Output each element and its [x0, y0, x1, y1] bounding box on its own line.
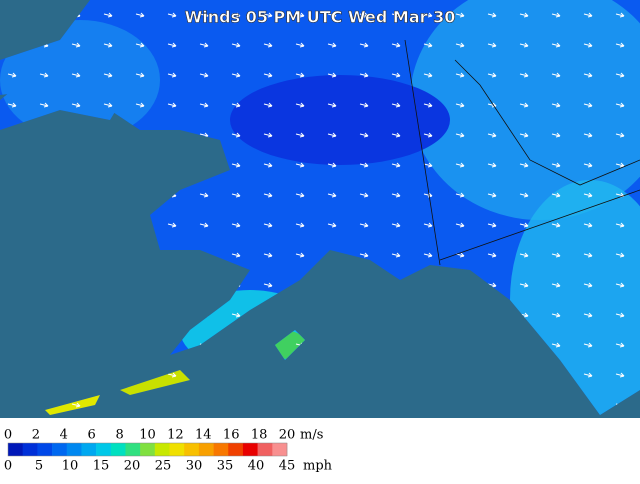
color-swatch	[169, 443, 185, 456]
mph-label: 40	[248, 459, 265, 474]
mph-label: 25	[155, 459, 172, 474]
ms-label: 20	[279, 428, 296, 443]
color-swatch	[154, 443, 170, 456]
color-swatch	[37, 443, 53, 456]
color-swatch	[81, 443, 97, 456]
color-swatch	[66, 443, 82, 456]
mph-label: 30	[186, 459, 203, 474]
color-swatch	[125, 443, 141, 456]
ms-label: 14	[195, 428, 212, 443]
mph-label: 45	[279, 459, 296, 474]
mph-label: 15	[93, 459, 110, 474]
ms-label: 16	[223, 428, 240, 443]
color-swatch	[242, 443, 258, 456]
color-swatch	[8, 443, 23, 456]
mph-unit: mph	[303, 459, 333, 474]
ms-label: 4	[60, 428, 68, 443]
colorbar-frame	[7, 442, 288, 457]
color-swatch	[184, 443, 200, 456]
map-title: Winds 05 PM UTC Wed Mar 30	[185, 8, 456, 27]
ms-label: 10	[139, 428, 156, 443]
ms-label: 12	[167, 428, 184, 443]
color-swatch	[272, 443, 288, 456]
color-swatch	[22, 443, 38, 456]
ms-unit: m/s	[300, 428, 323, 443]
color-swatch	[96, 443, 112, 456]
ms-label: 6	[88, 428, 96, 443]
mph-label: 5	[35, 459, 43, 474]
color-swatch	[198, 443, 214, 456]
borders	[404, 39, 640, 266]
color-swatch	[213, 443, 229, 456]
color-swatch	[140, 443, 156, 456]
color-swatch	[110, 443, 126, 456]
ms-label: 18	[251, 428, 268, 443]
color-swatch	[52, 443, 68, 456]
mph-label: 35	[217, 459, 234, 474]
ms-label: 8	[115, 428, 123, 443]
mph-label: 0	[4, 459, 12, 474]
color-swatch	[228, 443, 244, 456]
ms-label: 0	[4, 428, 12, 443]
color-swatch	[257, 443, 273, 456]
mph-label: 10	[62, 459, 79, 474]
legend: 0 2 4 6 8 10 12 14 16 18 20 0 5 10 15 20 25 30 35 40 45 m/s mp…	[4, 428, 333, 474]
ms-label: 2	[32, 428, 40, 443]
mph-label: 20	[124, 459, 141, 474]
